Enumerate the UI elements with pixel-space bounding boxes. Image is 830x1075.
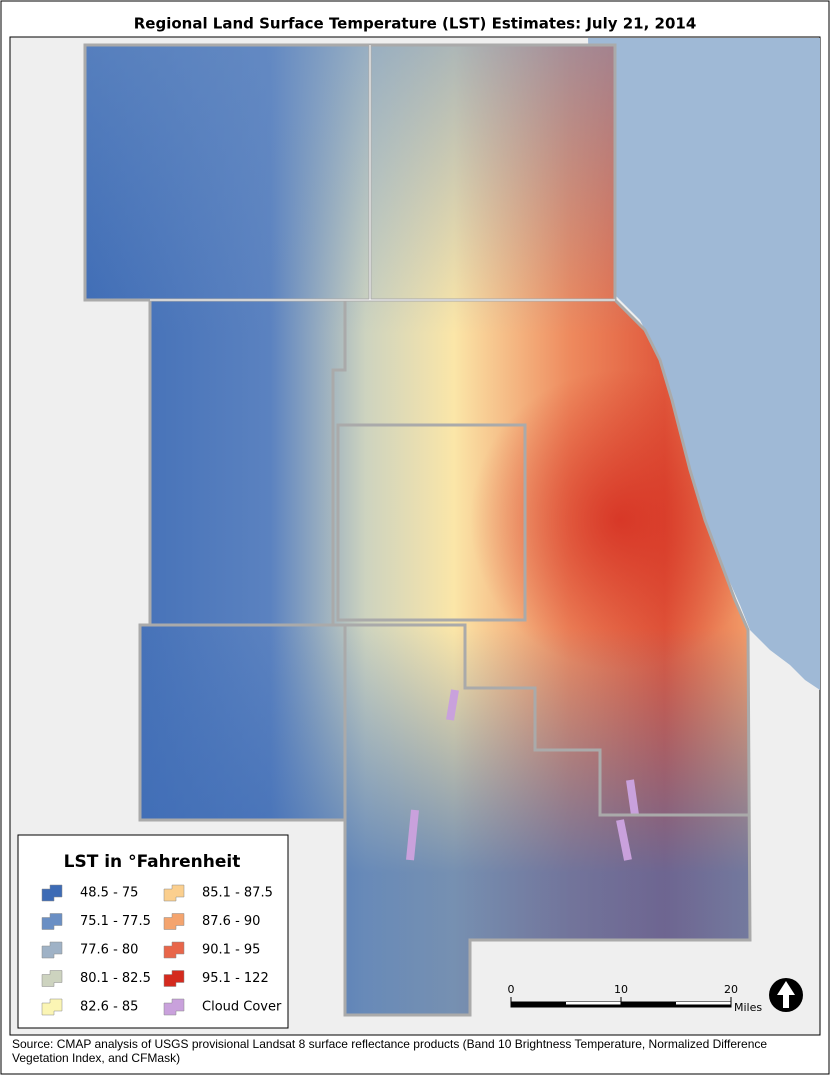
scale-tick-label: 20 [724, 983, 738, 996]
legend-swatch [41, 998, 63, 1016]
lake [580, 38, 820, 690]
legend-label: 90.1 - 95 [202, 943, 260, 958]
legend-label: 48.5 - 75 [80, 886, 138, 901]
legend-swatch [163, 913, 185, 930]
scale-tick-label: 10 [614, 983, 628, 996]
legend-label: 87.6 - 90 [202, 914, 260, 929]
map-title: Regional Land Surface Temperature (LST) … [134, 15, 697, 33]
legend-box [17, 834, 289, 1029]
legend-swatch [163, 884, 185, 902]
legend-swatch [163, 941, 185, 959]
legend-label: 85.1 - 87.5 [202, 886, 273, 901]
north-arrow-head [777, 981, 795, 1008]
legend-label: 75.1 - 77.5 [80, 914, 151, 929]
cloud-cover [406, 689, 639, 861]
legend-label: 80.1 - 82.5 [80, 971, 151, 986]
county-borders-inner [150, 45, 615, 301]
legend-swatch [41, 970, 63, 987]
scale-segment-half [566, 1002, 621, 1005]
legend-swatch [41, 913, 63, 930]
legend-swatch [41, 941, 63, 959]
scale-unit: Miles [734, 1001, 762, 1014]
legend-swatch [163, 970, 185, 987]
legend-title: LST in °Fahrenheit [64, 852, 241, 872]
legend-label: 95.1 - 122 [202, 971, 269, 986]
legend-items: 48.5 - 75 75.1 - 77.5 77.6 - 80 80.1 - 82.5… [41, 884, 282, 1016]
source-note: Source: CMAP analysis of USGS provisiona… [12, 1037, 768, 1065]
legend-swatch [41, 884, 63, 902]
legend-swatch [163, 998, 185, 1016]
scale-bar: 0 10 20 Miles [508, 983, 763, 1014]
legend-label: 77.6 - 80 [80, 943, 138, 958]
legend-label: Cloud Cover [202, 1000, 282, 1015]
scale-segment-half [676, 1002, 731, 1005]
legend-label: 82.6 - 85 [80, 1000, 138, 1015]
scale-tick-label: 0 [508, 983, 515, 996]
